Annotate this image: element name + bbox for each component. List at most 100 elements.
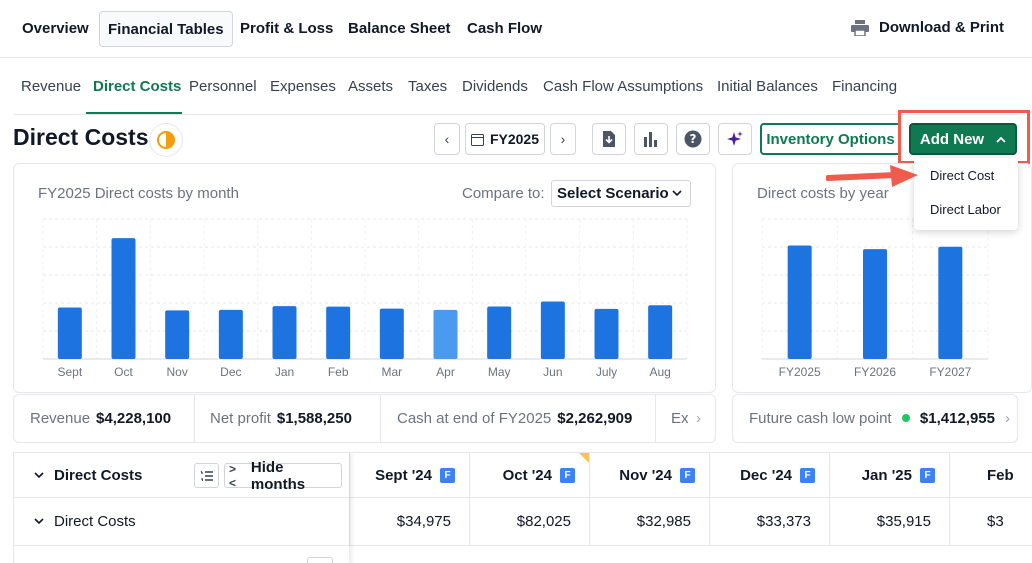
column-header[interactable]: Sept '24 F [349, 453, 469, 497]
bar [111, 238, 136, 359]
cell-value: $3 [987, 513, 1004, 530]
tab-financial-tables[interactable]: Financial Tables [99, 11, 233, 47]
cell-value: $32,985 [636, 513, 691, 530]
tab-balance-sheet[interactable]: Balance Sheet [348, 20, 451, 37]
table-row: $34,975 $82,025 $32,985 $33,373 $35,915 … [14, 498, 1032, 546]
scenario-select[interactable]: Select Scenario [551, 180, 691, 207]
monthly-chart-title: FY2025 Direct costs by month [38, 185, 239, 202]
inventory-options-button[interactable]: Inventory Options [760, 123, 901, 155]
bar [938, 246, 963, 359]
stat-net-profit-value: $1,588,250 [276, 410, 352, 427]
tab-profit-loss[interactable]: Profit & Loss [240, 20, 334, 37]
x-tick-label: Sept [57, 365, 82, 379]
hide-months-button[interactable]: >< Hide months [224, 459, 342, 493]
subtab-taxes[interactable]: Taxes [408, 78, 448, 95]
x-tick-label: Jun [543, 365, 562, 379]
yearly-bar-chart: FY2025 FY2026 FY2027 [761, 218, 989, 379]
subtab-revenue[interactable]: Revenue [21, 78, 82, 95]
cell-value: $35,915 [876, 513, 931, 530]
bar [594, 308, 619, 359]
table-cell[interactable]: $82,025 [469, 498, 589, 545]
year-label: FY2025 [489, 131, 540, 147]
column-label: Dec '24 [740, 467, 792, 484]
add-row-button[interactable] [307, 557, 333, 563]
x-tick-label: Jan [275, 365, 294, 379]
calendar-icon [470, 133, 484, 146]
forecast-badge: F [560, 468, 575, 483]
forecast-badge: F [680, 468, 695, 483]
table-cell[interactable]: $34,975 [349, 498, 469, 545]
column-header[interactable]: Nov '24 F [589, 453, 709, 497]
forecast-badge: F [920, 468, 935, 483]
column-header[interactable]: Jan '25 F [829, 453, 949, 497]
monthly-bar-chart: Sept Oct Nov Dec Jan Feb Mar Apr May Jun July Aug [42, 218, 688, 379]
next-stat-button[interactable]: › [696, 410, 701, 427]
x-tick-label: July [596, 365, 617, 379]
subtab-cash-flow-assumptions[interactable]: Cash Flow Assumptions [543, 78, 704, 95]
hide-months-label: Hide months [250, 458, 306, 493]
stat-net-profit-label: Net profit [210, 410, 271, 427]
x-tick-label: FY2027 [929, 365, 971, 379]
monthly-chart-card: FY2025 Direct costs by month Compare to:… [13, 163, 716, 393]
column-header[interactable]: Feb [949, 453, 1032, 497]
list-order-icon [200, 470, 213, 481]
stat-cash-value: $2,262,909 [557, 410, 633, 427]
table-cell[interactable]: $33,373 [709, 498, 829, 545]
chart-button[interactable] [634, 123, 668, 155]
subtab-dividends[interactable]: Dividends [462, 78, 528, 95]
x-tick-label: May [488, 365, 511, 379]
add-new-label: Add New [919, 130, 985, 148]
bar [165, 310, 190, 359]
table-cell[interactable]: $3 [949, 498, 1032, 545]
divider [655, 395, 656, 442]
column-label: Nov '24 [619, 467, 672, 484]
subtab-expenses[interactable]: Expenses [270, 78, 336, 95]
table-cell[interactable]: $35,915 [829, 498, 949, 545]
import-button[interactable] [592, 123, 626, 155]
bar [787, 245, 812, 359]
divider [380, 395, 381, 442]
svg-text:?: ? [690, 132, 697, 146]
prev-year-button[interactable]: ‹ [434, 123, 460, 155]
subtab-financing[interactable]: Financing [832, 78, 898, 95]
tab-overview[interactable]: Overview [22, 20, 89, 37]
file-download-icon [603, 131, 615, 147]
x-tick-label: Mar [381, 365, 402, 379]
next-year-button[interactable]: › [550, 123, 576, 155]
x-tick-label: Feb [328, 365, 349, 379]
page-title: Direct Costs [13, 124, 149, 150]
year-selector[interactable]: FY2025 [465, 123, 545, 155]
stat-cash-label: Cash at end of FY2025 [397, 410, 552, 427]
top-nav: Overview Financial Tables Profit & Loss … [0, 0, 1032, 58]
add-new-button[interactable]: Add New [909, 123, 1017, 155]
subtab-direct-costs[interactable]: Direct Costs [93, 78, 182, 95]
reorder-button[interactable] [194, 463, 219, 488]
column-header[interactable]: Oct '24 F [469, 453, 589, 497]
x-tick-label: Dec [220, 365, 241, 379]
table-cell[interactable]: $32,985 [589, 498, 709, 545]
tab-cash-flow[interactable]: Cash Flow [467, 20, 543, 37]
x-tick-label: Aug [649, 365, 670, 379]
x-tick-label: FY2025 [779, 365, 821, 379]
scenario-toggle[interactable] [149, 123, 183, 157]
bar [648, 305, 673, 359]
x-tick-label: Apr [436, 365, 455, 379]
menu-item-direct-labor[interactable]: Direct Labor [930, 202, 1001, 217]
ai-assist-button[interactable] [718, 123, 752, 155]
chevron-down-icon[interactable] [34, 472, 44, 479]
subtab-assets[interactable]: Assets [348, 78, 394, 95]
help-button[interactable]: ? [676, 123, 710, 155]
bar [863, 249, 887, 359]
divider [14, 114, 1018, 115]
menu-item-direct-cost[interactable]: Direct Cost [930, 168, 995, 183]
table-header-row: Sept '24 F Oct '24 F Nov '24 F Dec '24 F Jan… [14, 453, 1032, 498]
subtab-personnel[interactable]: Personnel [189, 78, 257, 95]
next-future-stat-button[interactable]: › [999, 410, 1010, 427]
future-cash-stat: Future cash low point $1,412,955 › [732, 394, 1018, 443]
download-print-button[interactable]: Download & Print [851, 19, 1004, 36]
chevron-down-icon[interactable] [34, 518, 44, 525]
column-header[interactable]: Dec '24 F [709, 453, 829, 497]
forecast-badge: F [440, 468, 455, 483]
column-label: Jan '25 [861, 467, 912, 484]
subtab-initial-balances[interactable]: Initial Balances [717, 78, 818, 95]
